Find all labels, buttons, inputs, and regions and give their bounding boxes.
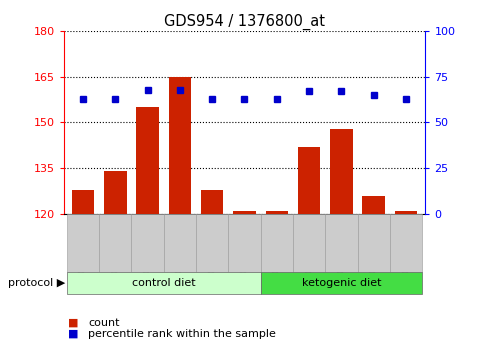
- Text: ketogenic diet: ketogenic diet: [301, 278, 381, 288]
- Bar: [394, 211, 416, 214]
- Bar: [362, 196, 384, 214]
- Text: count: count: [88, 318, 119, 327]
- Bar: [72, 189, 94, 214]
- Bar: [233, 211, 255, 214]
- Title: GDS954 / 1376800_at: GDS954 / 1376800_at: [163, 13, 325, 30]
- Bar: [168, 77, 191, 214]
- Text: ■: ■: [68, 318, 79, 327]
- Bar: [201, 189, 223, 214]
- Text: ■: ■: [68, 329, 79, 339]
- Bar: [136, 107, 159, 214]
- Text: percentile rank within the sample: percentile rank within the sample: [88, 329, 275, 339]
- Bar: [297, 147, 320, 214]
- Text: protocol ▶: protocol ▶: [8, 278, 65, 288]
- Bar: [329, 129, 352, 214]
- Bar: [265, 211, 287, 214]
- Bar: [104, 171, 126, 214]
- Text: control diet: control diet: [132, 278, 195, 288]
